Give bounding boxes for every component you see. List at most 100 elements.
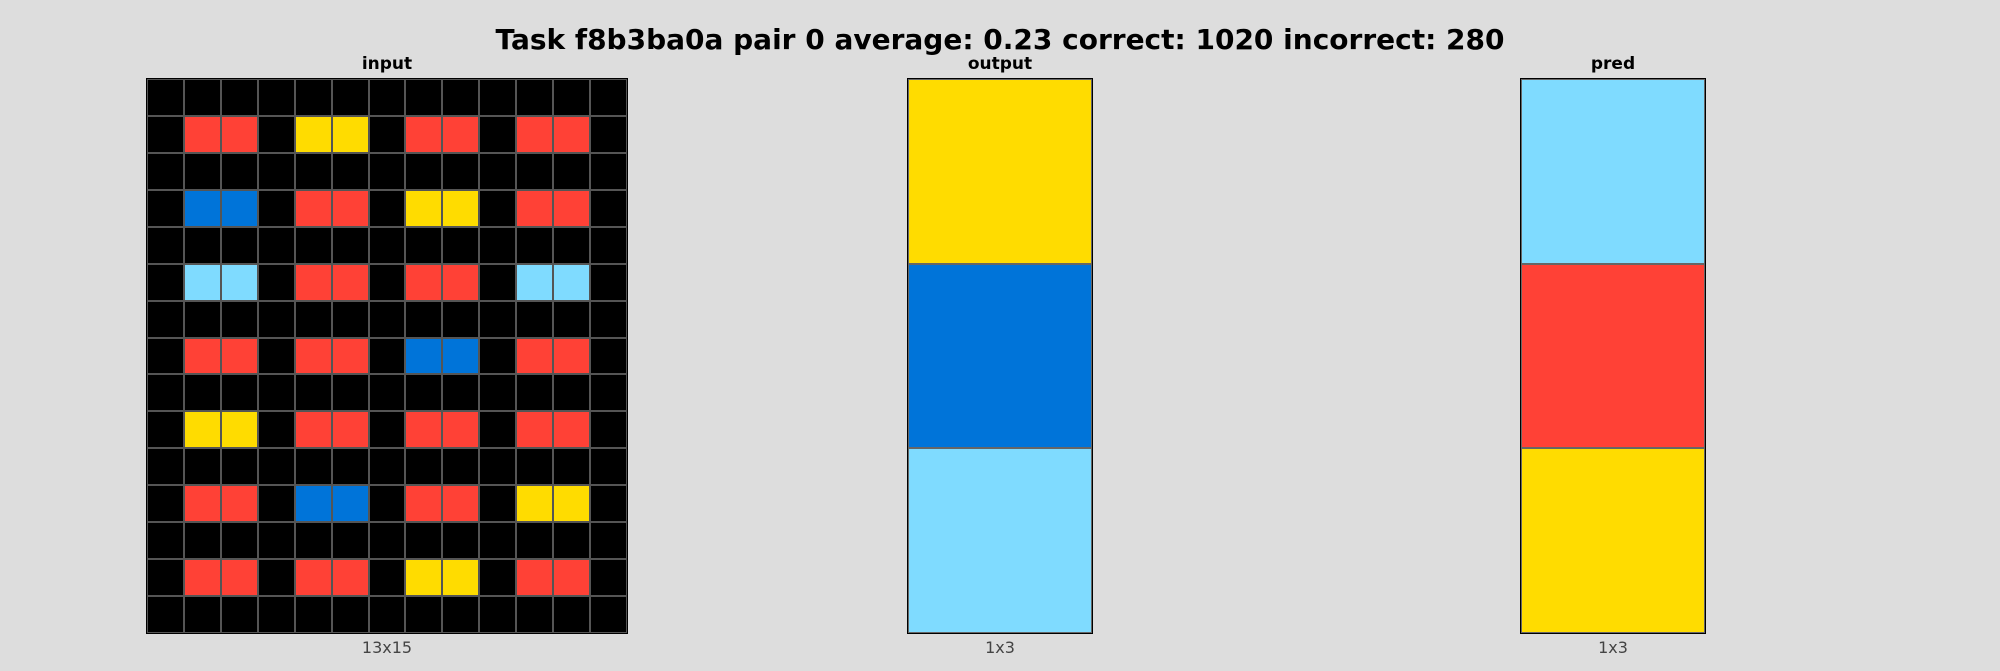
input-cell xyxy=(183,79,221,116)
input-cell xyxy=(442,226,480,264)
input-cell xyxy=(516,559,554,597)
input-cell xyxy=(442,337,480,375)
input-cell xyxy=(257,411,295,449)
input-cell xyxy=(479,189,517,227)
input-cell xyxy=(590,411,627,449)
input-cell xyxy=(183,226,221,264)
input-cell xyxy=(442,374,480,412)
input-cell xyxy=(368,374,406,412)
input-cell xyxy=(405,559,443,597)
input-cell xyxy=(368,337,406,375)
input-cell xyxy=(183,374,221,412)
output-cell xyxy=(908,263,1092,449)
input-cell xyxy=(294,300,332,338)
input-cell xyxy=(331,152,369,190)
input-cell xyxy=(147,300,184,338)
input-grid xyxy=(146,78,628,634)
input-cell xyxy=(479,411,517,449)
input-cell xyxy=(590,300,627,338)
input-cell xyxy=(257,263,295,301)
input-cell xyxy=(368,448,406,486)
input-cell xyxy=(331,226,369,264)
input-cell xyxy=(442,596,480,633)
input-cell xyxy=(405,596,443,633)
input-cell xyxy=(147,374,184,412)
input-cell xyxy=(405,115,443,153)
input-cell xyxy=(147,226,184,264)
input-cell xyxy=(553,448,591,486)
input-cell xyxy=(257,374,295,412)
input-cell xyxy=(147,337,184,375)
input-cell xyxy=(294,226,332,264)
input-cell xyxy=(220,115,258,153)
input-cell xyxy=(479,337,517,375)
input-cell xyxy=(590,596,627,633)
input-cell xyxy=(368,189,406,227)
input-cell xyxy=(442,115,480,153)
input-cell xyxy=(147,559,184,597)
input-cell xyxy=(516,596,554,633)
input-cell xyxy=(294,152,332,190)
input-cell xyxy=(516,263,554,301)
input-cell xyxy=(257,115,295,153)
input-cell xyxy=(220,411,258,449)
input-size-label: 13x15 xyxy=(361,638,413,657)
input-cell xyxy=(183,337,221,375)
input-cell xyxy=(405,300,443,338)
input-cell xyxy=(183,189,221,227)
input-cell xyxy=(479,263,517,301)
input-cell xyxy=(183,263,221,301)
input-cell xyxy=(257,448,295,486)
input-cell xyxy=(368,226,406,264)
pred-cell xyxy=(1521,448,1705,633)
pred-size-label: 1x3 xyxy=(1598,638,1628,657)
input-cell xyxy=(368,300,406,338)
input-cell xyxy=(294,596,332,633)
input-cell xyxy=(294,522,332,560)
input-cell xyxy=(368,485,406,523)
input-cell xyxy=(331,189,369,227)
input-cell xyxy=(183,448,221,486)
input-cell xyxy=(294,337,332,375)
input-cell xyxy=(442,411,480,449)
input-cell xyxy=(257,522,295,560)
input-cell xyxy=(147,152,184,190)
input-cell xyxy=(516,79,554,116)
input-cell xyxy=(553,263,591,301)
input-cell xyxy=(257,596,295,633)
input-cell xyxy=(331,263,369,301)
input-cell xyxy=(220,79,258,116)
input-cell xyxy=(183,522,221,560)
input-cell xyxy=(516,115,554,153)
input-cell xyxy=(442,559,480,597)
input-cell xyxy=(405,522,443,560)
output-cell xyxy=(908,79,1092,264)
input-cell xyxy=(442,263,480,301)
input-cell xyxy=(331,559,369,597)
input-cell xyxy=(257,337,295,375)
input-cell xyxy=(405,374,443,412)
input-cell xyxy=(220,152,258,190)
input-cell xyxy=(220,189,258,227)
input-cell xyxy=(220,374,258,412)
input-cell xyxy=(183,300,221,338)
input-cell xyxy=(553,374,591,412)
input-cell xyxy=(442,522,480,560)
input-cell xyxy=(257,485,295,523)
input-cell xyxy=(331,300,369,338)
input-cell xyxy=(590,522,627,560)
input-cell xyxy=(368,596,406,633)
input-cell xyxy=(516,522,554,560)
input-cell xyxy=(405,79,443,116)
input-cell xyxy=(257,189,295,227)
input-cell xyxy=(479,226,517,264)
input-cell xyxy=(553,485,591,523)
input-cell xyxy=(553,411,591,449)
input-cell xyxy=(553,226,591,264)
input-cell xyxy=(331,448,369,486)
input-cell xyxy=(553,596,591,633)
input-cell xyxy=(442,152,480,190)
input-cell xyxy=(590,448,627,486)
input-cell xyxy=(516,226,554,264)
input-cell xyxy=(516,152,554,190)
